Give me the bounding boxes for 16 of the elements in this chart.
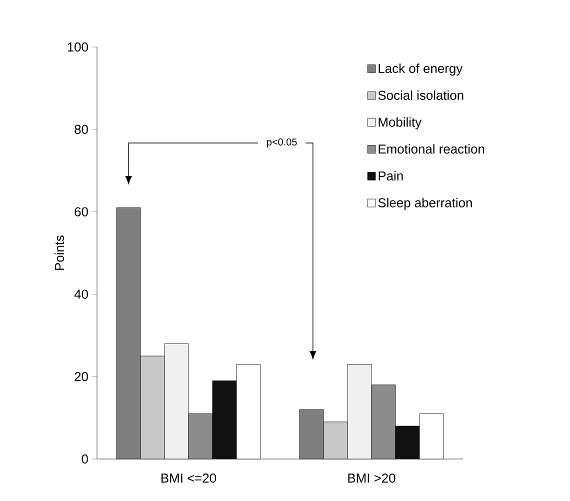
legend-label: Sleep aberration	[378, 198, 472, 210]
x-tick-label: BMI >20	[348, 474, 396, 483]
y-tick-label: 20	[74, 372, 88, 382]
y-axis-title: Points	[54, 235, 64, 270]
y-tick-label: 40	[74, 290, 88, 299]
legend-label: Pain	[378, 170, 403, 181]
y-tick-label: 60	[74, 207, 88, 216]
legend-label: Social isolation	[378, 90, 464, 100]
y-tick-label: 100	[68, 42, 88, 52]
annotation: p<0.05	[267, 138, 297, 148]
legend-label: Emotional reaction	[378, 144, 484, 154]
y-tick-label: 80	[74, 124, 88, 134]
y-tick-label: 0	[82, 454, 88, 464]
x-tick-label: BMI <=20	[161, 474, 216, 483]
legend-label: Lack of energy	[378, 64, 463, 76]
legend-label: Mobility	[378, 117, 422, 130]
